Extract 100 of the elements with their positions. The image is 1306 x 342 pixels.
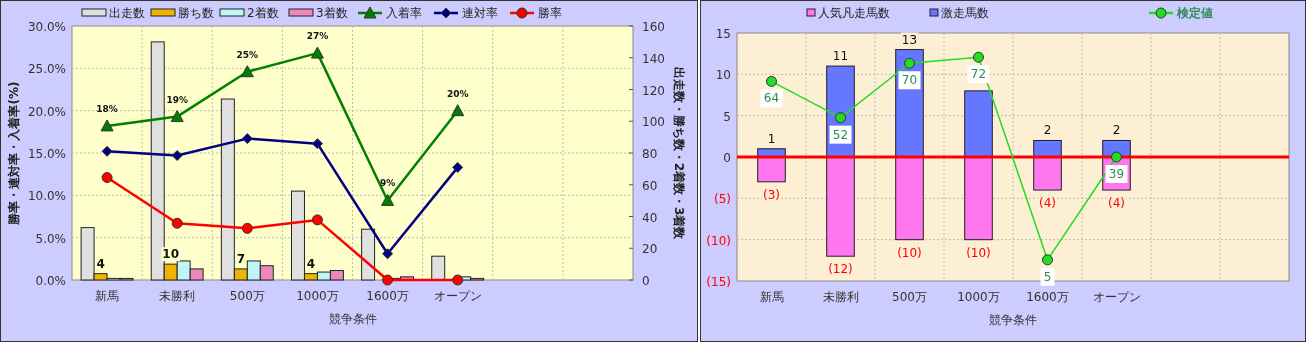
data-label: (4) [1039,196,1056,211]
point [241,222,253,234]
y2-tick-label: 60 [642,178,658,193]
legend-label: 入着率 [386,6,422,20]
y-tick-label: 0 [723,151,731,165]
y-axis-title: 勝率・連対率・入着率(%) [7,81,21,226]
bar [964,156,993,241]
bar [826,156,855,257]
y-tick-label: 10 [715,68,731,83]
bar [895,156,924,241]
y-tick-label: 0.0% [35,274,66,288]
point [1042,254,1053,266]
point [171,150,183,162]
data-label: 11 [832,49,849,64]
data-label: 19% [166,94,188,105]
point [381,193,395,206]
y2-tick-label: 140 [642,51,665,66]
legend-label: 3着数 [316,6,348,20]
legend-label: 連対率 [462,6,498,20]
point [241,133,253,145]
data-label: 25% [236,49,259,60]
point [311,214,323,226]
point [240,65,254,78]
legend-label: 検定値 [1176,6,1213,20]
point [973,51,984,63]
bar [1033,139,1062,158]
bar [1033,156,1062,191]
data-label: 2 [1112,123,1121,138]
y2-tick-label: 40 [642,210,658,225]
data-label: 52 [832,127,849,142]
point [311,138,323,150]
data-label: 13 [901,32,918,47]
data-label: (4) [1108,196,1125,211]
data-label: 27% [306,31,329,42]
data-label: 10 [162,247,180,262]
data-label: 70 [901,73,918,88]
data-label: 7 [236,251,246,266]
data-label: (10) [966,245,991,260]
data-label: (3) [763,187,780,202]
x-tick-label: 未勝利 [159,289,196,303]
point [170,110,184,123]
x-tick-label: 新馬 [95,289,120,303]
data-label: 18% [96,103,118,114]
y-tick-label: 20.0% [27,104,66,119]
y-tick-label: (15) [706,275,731,289]
x-tick-label: 1000万 [296,289,339,303]
legend-label: 勝ち数 [178,6,214,20]
data-label: 2 [1043,123,1052,138]
x-tick-label: 500万 [892,290,927,304]
point [310,46,324,59]
data-label: 4 [96,256,105,271]
bar [361,228,376,281]
x-axis-title: 競争条件 [328,312,377,326]
data-label: (12) [828,262,853,277]
y2-tick-label: 80 [642,147,658,161]
data-label: 9% [379,178,396,189]
y2-tick-label: 0 [642,274,650,288]
point [452,161,464,173]
y2-tick-label: 120 [642,83,665,98]
point [382,248,394,260]
x-tick-label: 新馬 [759,290,784,304]
bar [964,90,993,158]
point [100,119,114,132]
bar [757,156,786,183]
data-label: 1 [767,131,776,146]
point [101,145,113,157]
data-label: 20% [446,88,469,99]
x-tick-label: 未勝利 [822,290,859,304]
legend-label: 出走数 [109,6,145,20]
y-tick-label: 15.0% [27,147,66,161]
y-tick-label: (5) [714,192,731,207]
data-label: 39 [1108,167,1125,181]
y2-tick-label: 100 [642,115,665,130]
point [451,104,465,117]
x-tick-label: 1600万 [366,289,409,303]
legend-label: 勝率 [538,6,562,20]
point [171,217,183,229]
y-tick-label: (10) [706,233,731,248]
point [835,112,846,124]
y-tick-label: 10.0% [27,189,66,204]
y2-tick-label: 20 [642,242,658,257]
data-label: 64 [763,91,780,106]
y-tick-label: 30.0% [27,20,66,34]
y-tick-label: 5 [723,109,731,124]
x-tick-label: 500万 [229,289,265,303]
x-axis-title: 競争条件 [989,313,1037,327]
legend-label: 激走馬数 [941,6,989,20]
x-tick-label: 1600万 [1026,290,1069,304]
data-label: 72 [970,67,987,82]
point [904,57,915,69]
y-tick-label: 15 [715,27,731,41]
bar [431,255,446,281]
y-tick-label: 5.0% [35,231,66,246]
point [1111,151,1122,163]
legend-label: 人気凡走馬数 [818,6,890,20]
data-label: (10) [897,245,922,260]
x-tick-label: オープン [1092,290,1141,304]
point [452,274,464,286]
point [382,274,394,286]
y2-tick-label: 160 [642,20,665,34]
